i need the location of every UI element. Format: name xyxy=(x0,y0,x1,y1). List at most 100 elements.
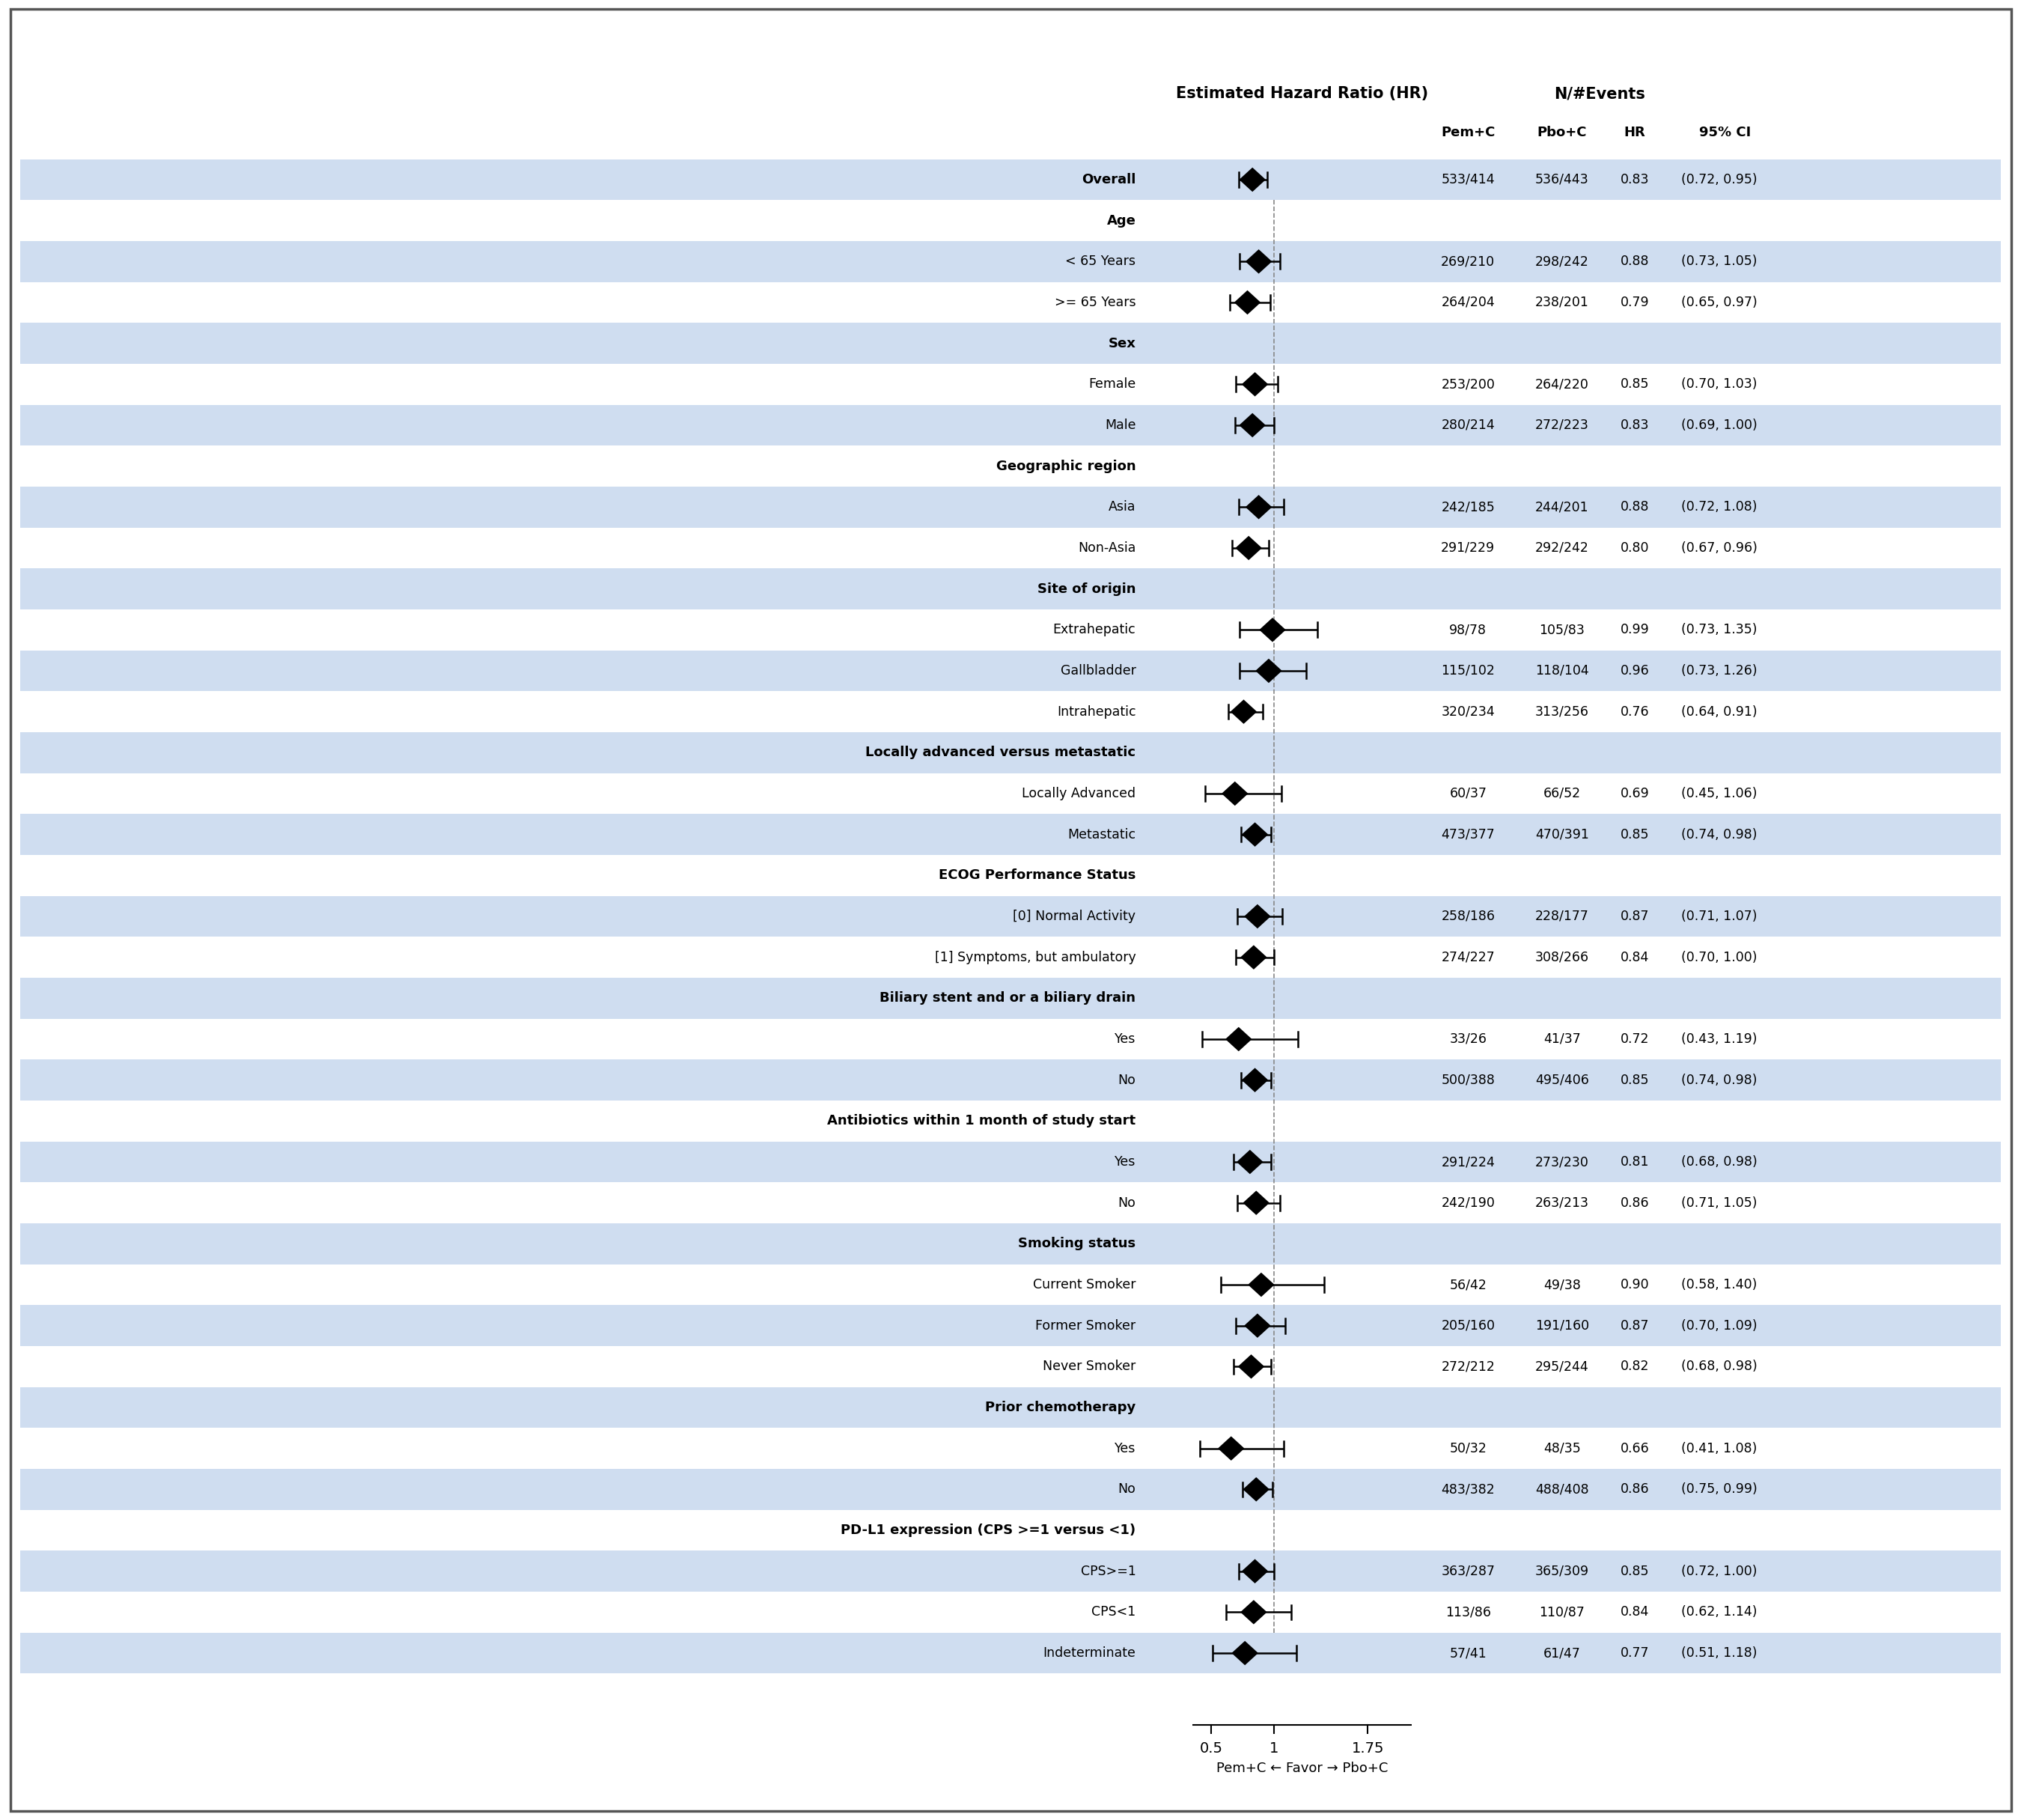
Text: N/#Events: N/#Events xyxy=(1554,86,1645,102)
Polygon shape xyxy=(1241,946,1267,968)
Text: 0.90: 0.90 xyxy=(1621,1278,1649,1292)
Text: Never Smoker: Never Smoker xyxy=(1043,1360,1136,1374)
Text: Estimated Hazard Ratio (HR): Estimated Hazard Ratio (HR) xyxy=(1176,86,1429,102)
Text: 272/212: 272/212 xyxy=(1441,1360,1496,1374)
Text: 118/104: 118/104 xyxy=(1536,664,1589,677)
Text: (0.62, 1.14): (0.62, 1.14) xyxy=(1681,1605,1756,1618)
Text: HR: HR xyxy=(1625,126,1645,140)
Polygon shape xyxy=(1245,1314,1269,1338)
Polygon shape xyxy=(1241,167,1265,191)
Text: 0.84: 0.84 xyxy=(1621,1605,1649,1618)
Bar xyxy=(20,1059,2001,1101)
Text: 49/38: 49/38 xyxy=(1544,1278,1580,1292)
Bar xyxy=(20,1141,2001,1183)
Text: 0.84: 0.84 xyxy=(1621,950,1649,965)
Text: 473/377: 473/377 xyxy=(1441,828,1496,841)
Text: (0.71, 1.05): (0.71, 1.05) xyxy=(1681,1196,1756,1210)
Text: 0.5: 0.5 xyxy=(1198,1742,1223,1754)
Text: 536/443: 536/443 xyxy=(1536,173,1589,186)
Text: (0.70, 1.03): (0.70, 1.03) xyxy=(1681,377,1756,391)
Text: 0.81: 0.81 xyxy=(1621,1156,1649,1168)
Text: 308/266: 308/266 xyxy=(1536,950,1589,965)
Bar xyxy=(20,814,2001,855)
Text: 1: 1 xyxy=(1269,1742,1279,1754)
Polygon shape xyxy=(1235,291,1259,313)
Text: 0.79: 0.79 xyxy=(1621,295,1649,309)
Text: (0.73, 1.05): (0.73, 1.05) xyxy=(1681,255,1756,268)
Bar xyxy=(20,404,2001,446)
Text: >= 65 Years: >= 65 Years xyxy=(1055,295,1136,309)
Text: 495/406: 495/406 xyxy=(1536,1074,1589,1087)
Polygon shape xyxy=(1243,1192,1269,1214)
Text: Sex: Sex xyxy=(1108,337,1136,349)
Polygon shape xyxy=(1243,1560,1267,1583)
Polygon shape xyxy=(1243,1068,1267,1092)
Text: (0.74, 0.98): (0.74, 0.98) xyxy=(1681,1074,1756,1087)
Text: (0.58, 1.40): (0.58, 1.40) xyxy=(1681,1278,1756,1292)
Text: 0.99: 0.99 xyxy=(1621,622,1649,637)
Text: 470/391: 470/391 xyxy=(1536,828,1589,841)
Text: 48/35: 48/35 xyxy=(1544,1441,1580,1456)
Polygon shape xyxy=(1233,1642,1257,1665)
Text: Indeterminate: Indeterminate xyxy=(1043,1647,1136,1660)
Text: 272/223: 272/223 xyxy=(1536,419,1589,431)
Text: Gallbladder: Gallbladder xyxy=(1061,664,1136,677)
Text: 0.96: 0.96 xyxy=(1621,664,1649,677)
Polygon shape xyxy=(1243,823,1267,846)
Text: 113/86: 113/86 xyxy=(1445,1605,1491,1618)
Text: 57/41: 57/41 xyxy=(1449,1647,1487,1660)
Text: [1] Symptoms, but ambulatory: [1] Symptoms, but ambulatory xyxy=(934,950,1136,965)
Text: Overall: Overall xyxy=(1081,173,1136,186)
Text: 264/204: 264/204 xyxy=(1441,295,1496,309)
Bar xyxy=(20,322,2001,364)
Text: 115/102: 115/102 xyxy=(1441,664,1496,677)
Polygon shape xyxy=(1219,1438,1243,1460)
Polygon shape xyxy=(1231,701,1257,723)
Text: 110/87: 110/87 xyxy=(1540,1605,1584,1618)
Text: 500/388: 500/388 xyxy=(1441,1074,1496,1087)
Text: Asia: Asia xyxy=(1110,501,1136,513)
Text: 242/185: 242/185 xyxy=(1441,501,1496,513)
Text: ECOG Performance Status: ECOG Performance Status xyxy=(938,868,1136,883)
Polygon shape xyxy=(1223,783,1247,804)
Text: 0.85: 0.85 xyxy=(1621,1074,1649,1087)
Polygon shape xyxy=(1243,1478,1269,1502)
Text: 0.72: 0.72 xyxy=(1621,1032,1649,1046)
Text: (0.64, 0.91): (0.64, 0.91) xyxy=(1681,704,1756,719)
Text: 41/37: 41/37 xyxy=(1544,1032,1580,1046)
Polygon shape xyxy=(1227,1028,1251,1050)
Text: (0.45, 1.06): (0.45, 1.06) xyxy=(1681,786,1756,801)
Text: 291/224: 291/224 xyxy=(1441,1156,1496,1168)
Text: 60/37: 60/37 xyxy=(1449,786,1487,801)
Text: 0.85: 0.85 xyxy=(1621,1565,1649,1578)
Text: CPS<1: CPS<1 xyxy=(1091,1605,1136,1618)
Polygon shape xyxy=(1245,905,1269,928)
Text: Biliary stent and or a biliary drain: Biliary stent and or a biliary drain xyxy=(879,992,1136,1005)
Text: No: No xyxy=(1118,1196,1136,1210)
Bar xyxy=(20,1305,2001,1347)
Text: Prior chemotherapy: Prior chemotherapy xyxy=(984,1401,1136,1414)
Text: Extrahepatic: Extrahepatic xyxy=(1053,622,1136,637)
Text: (0.69, 1.00): (0.69, 1.00) xyxy=(1681,419,1758,431)
Text: (0.73, 1.26): (0.73, 1.26) xyxy=(1681,664,1756,677)
Text: [0] Normal Activity: [0] Normal Activity xyxy=(1013,910,1136,923)
Text: (0.51, 1.18): (0.51, 1.18) xyxy=(1681,1647,1756,1660)
Text: 0.87: 0.87 xyxy=(1621,910,1649,923)
Text: 105/83: 105/83 xyxy=(1540,622,1584,637)
Text: 1.75: 1.75 xyxy=(1352,1742,1384,1754)
Text: Antibiotics within 1 month of study start: Antibiotics within 1 month of study star… xyxy=(827,1114,1136,1128)
Text: (0.68, 0.98): (0.68, 0.98) xyxy=(1681,1156,1758,1168)
Text: Non-Asia: Non-Asia xyxy=(1077,541,1136,555)
Text: No: No xyxy=(1118,1074,1136,1087)
Text: (0.41, 1.08): (0.41, 1.08) xyxy=(1681,1441,1756,1456)
Polygon shape xyxy=(1249,1274,1273,1296)
Text: PD-L1 expression (CPS >=1 versus <1): PD-L1 expression (CPS >=1 versus <1) xyxy=(841,1523,1136,1538)
Bar xyxy=(20,1223,2001,1265)
Bar xyxy=(20,486,2001,528)
Text: Yes: Yes xyxy=(1116,1156,1136,1168)
Bar xyxy=(20,1469,2001,1511)
Text: Pem+C: Pem+C xyxy=(1441,126,1496,140)
Text: Pem+C ← Favor → Pbo+C: Pem+C ← Favor → Pbo+C xyxy=(1217,1762,1388,1774)
Text: Female: Female xyxy=(1089,377,1136,391)
Bar xyxy=(20,158,2001,200)
